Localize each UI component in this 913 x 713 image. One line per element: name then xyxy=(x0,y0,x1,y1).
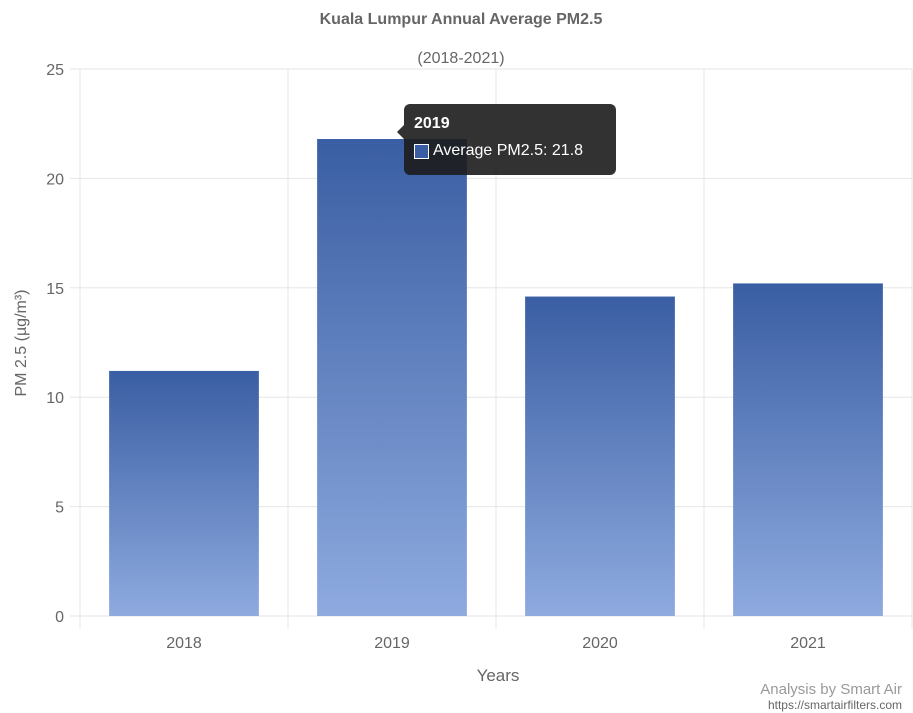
chart-title: Kuala Lumpur Annual Average PM2.5 xyxy=(320,11,603,28)
x-tick-label: 2018 xyxy=(166,635,202,652)
tooltip-value: 21.8 xyxy=(551,142,584,159)
bar-2019[interactable] xyxy=(317,139,467,617)
y-tick-label: 20 xyxy=(46,171,64,188)
bar-2021[interactable] xyxy=(733,283,883,616)
y-tick-label: 0 xyxy=(55,609,64,626)
credit-url[interactable]: https://smartairfilters.com xyxy=(767,698,902,712)
bar-2020[interactable] xyxy=(525,296,675,616)
tooltip-title: 2019 xyxy=(414,115,450,132)
tooltip-label: Average PM2.5 xyxy=(433,141,552,161)
x-tick-label: 2020 xyxy=(582,635,618,652)
tooltip-row: Average PM2.5 21.8 xyxy=(414,141,606,161)
y-axis-label: PM 2.5 (µg/m³) xyxy=(13,289,30,396)
x-tick-label: 2021 xyxy=(790,635,826,652)
x-axis-label: Years xyxy=(477,666,520,685)
tooltip-color-swatch xyxy=(414,143,429,159)
bar-2018[interactable] xyxy=(109,370,259,616)
x-tick-label: 2019 xyxy=(374,635,410,652)
y-tick-label: 15 xyxy=(46,281,64,298)
y-tick-label: 25 xyxy=(46,62,64,79)
y-tick-label: 5 xyxy=(55,500,64,517)
credit-text: Analysis by Smart Air xyxy=(760,681,902,698)
chart-tooltip: 2019 Average PM2.5 21.8 xyxy=(397,104,616,175)
y-tick-label: 10 xyxy=(46,390,64,407)
chart-subtitle: (2018-2021) xyxy=(417,50,504,67)
tooltip-caret xyxy=(397,125,404,139)
